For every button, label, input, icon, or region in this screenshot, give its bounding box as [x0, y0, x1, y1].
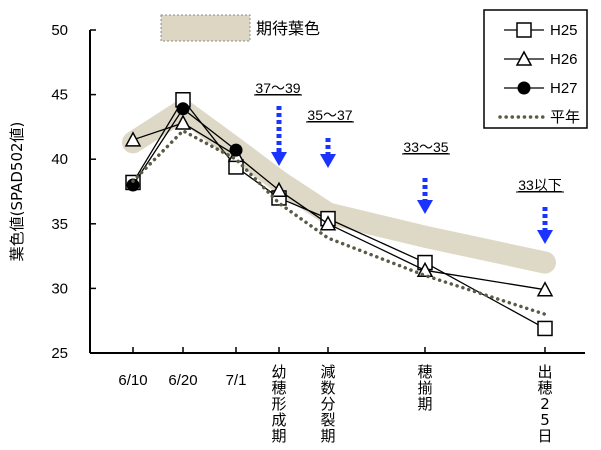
x-tick-label-char: 穂: [537, 379, 552, 397]
legend-item: H26: [504, 50, 578, 68]
series-H27: [126, 102, 243, 192]
series-layer: [124, 92, 554, 337]
data-point: [174, 114, 192, 130]
x-tick-label-char: 出: [537, 363, 552, 381]
band-legend: 期待葉色: [160, 14, 320, 42]
annotation-label: 35～37: [307, 107, 352, 123]
data-point: [319, 215, 337, 231]
band-legend-label: 期待葉色: [256, 19, 320, 38]
legend-item: 平年: [498, 109, 580, 126]
x-tick-label-char: 期: [320, 427, 335, 445]
band-legend-swatch: [160, 14, 251, 42]
legend-label: H27: [550, 80, 578, 97]
annotation-arrowhead: [537, 230, 553, 244]
legend-label: 平年: [550, 109, 580, 126]
data-point: [517, 81, 531, 95]
x-tick-label-char: 穂: [271, 379, 286, 397]
legend-label: H25: [550, 22, 578, 39]
y-tick-label: 50: [51, 22, 68, 39]
x-tick-label: 6/20: [168, 372, 197, 389]
x-tick-label-char: 日: [537, 427, 552, 445]
annotation-arrowhead: [320, 154, 336, 168]
annotations: 37～39 35～37 33～35 33以下: [254, 80, 564, 244]
x-tick-label-char: 期: [417, 395, 432, 413]
x-tick-label: 7/1: [226, 372, 247, 389]
x-tick-label-char: 5: [540, 411, 550, 429]
legend-label: H26: [550, 51, 578, 68]
x-tick-label-char: 数: [320, 379, 335, 397]
x-tick-label-char: 穂: [417, 363, 432, 381]
annotation-label: 33～35: [403, 139, 448, 155]
x-tick-label-char: 成: [271, 411, 286, 429]
y-tick-label: 25: [51, 345, 68, 362]
data-point: [515, 50, 533, 66]
expected-band: [122, 99, 556, 274]
x-tick-label-char: 裂: [320, 411, 335, 429]
x-tick-label: 6/10: [118, 372, 147, 389]
x-tick-label-char: 2: [540, 395, 550, 413]
data-point: [516, 22, 532, 38]
x-tick-label-char: 揃: [417, 379, 432, 397]
data-point: [536, 281, 554, 297]
expected-band-layer: [122, 99, 556, 274]
x-tick-label-char: 減: [320, 363, 335, 381]
legend-item: H27: [504, 80, 578, 97]
y-tick-label: 45: [51, 87, 68, 104]
data-point: [229, 143, 243, 157]
annotation-label: 37～39: [255, 80, 300, 96]
annotation-arrowhead: [271, 152, 287, 166]
data-point: [124, 131, 142, 147]
x-tick-label-char: 形: [271, 395, 286, 413]
data-point: [537, 320, 553, 337]
x-tick-label-char: 分: [320, 395, 335, 413]
x-tick-label: 穂揃期: [417, 363, 432, 413]
annotation-label: 33以下: [518, 177, 562, 193]
y-tick-label: 30: [51, 280, 68, 297]
annotation-arrowhead: [417, 200, 433, 214]
x-tick-label-char: 幼: [271, 363, 286, 381]
y-tick-label: 35: [51, 216, 68, 233]
legend-item: H25: [504, 22, 578, 39]
x-tick-label-char: 期: [271, 427, 286, 445]
data-point: [126, 178, 140, 192]
data-point: [270, 181, 288, 197]
legend: H25 H26 H27 平年 期待葉色: [160, 9, 588, 129]
data-point: [176, 102, 190, 116]
y-tick-label: 40: [51, 151, 68, 168]
y-axis-title: 葉色値(SPAD502値): [8, 122, 26, 262]
